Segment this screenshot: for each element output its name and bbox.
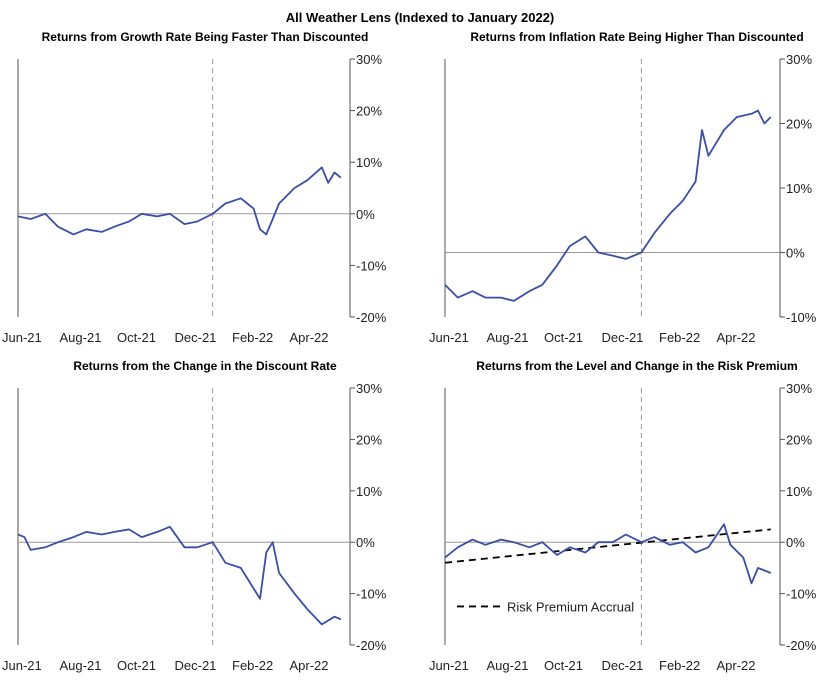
panel-title: Returns from Inflation Rate Being Higher… [470, 30, 803, 44]
panel-risk-premium: Returns from the Level and Change in the… [429, 359, 817, 673]
y-tick-label: 0% [356, 207, 375, 222]
series-line [17, 166, 342, 236]
y-tick-label: 20% [786, 432, 812, 447]
x-tick-label: Oct-21 [117, 330, 156, 345]
y-tick-label: -10% [786, 587, 817, 602]
x-tick-label: Jun-21 [429, 330, 469, 345]
x-tick-label: Feb-22 [659, 658, 700, 673]
panel-inflation: Returns from Inflation Rate Being Higher… [429, 30, 817, 345]
x-tick-label: Jun-21 [2, 658, 42, 673]
panel-title: Returns from the Change in the Discount … [73, 359, 337, 373]
y-tick-label: -20% [356, 310, 387, 325]
x-tick-label: Aug-21 [60, 330, 102, 345]
x-tick-label: Apr-22 [290, 330, 329, 345]
y-tick-label: -10% [356, 587, 387, 602]
x-tick-label: Apr-22 [717, 658, 756, 673]
figure-title: All Weather Lens (Indexed to January 202… [286, 10, 555, 25]
x-tick-label: Apr-22 [290, 658, 329, 673]
y-tick-label: -10% [786, 310, 817, 325]
y-tick-label: 20% [356, 432, 382, 447]
y-tick-label: 10% [356, 155, 382, 170]
x-tick-label: Dec-21 [175, 658, 217, 673]
panel-title: Returns from Growth Rate Being Faster Th… [42, 30, 369, 44]
risk-premium-accrual-line [444, 528, 771, 564]
y-tick-label: 10% [786, 181, 812, 196]
x-tick-label: Oct-21 [544, 658, 583, 673]
x-tick-label: Dec-21 [602, 330, 644, 345]
y-tick-label: 30% [356, 381, 382, 396]
y-tick-label: -10% [356, 258, 387, 273]
x-tick-label: Oct-21 [117, 658, 156, 673]
x-tick-label: Oct-21 [544, 330, 583, 345]
panel-discount-rate: Returns from the Change in the Discount … [2, 359, 387, 673]
x-tick-label: Aug-21 [487, 330, 529, 345]
y-tick-label: 0% [356, 535, 375, 550]
series-line [444, 523, 772, 585]
x-tick-label: Aug-21 [487, 658, 529, 673]
x-tick-label: Apr-22 [717, 330, 756, 345]
x-tick-label: Aug-21 [60, 658, 102, 673]
y-tick-label: 10% [786, 484, 812, 499]
series-line [17, 525, 342, 626]
legend-label: Risk Premium Accrual [507, 599, 634, 614]
x-tick-label: Feb-22 [232, 330, 273, 345]
y-tick-label: 30% [786, 381, 812, 396]
x-tick-label: Dec-21 [175, 330, 217, 345]
y-tick-label: 30% [356, 52, 382, 67]
panel-growth: Returns from Growth Rate Being Faster Th… [2, 30, 387, 345]
y-tick-label: -20% [786, 638, 817, 653]
y-tick-label: -20% [356, 638, 387, 653]
y-tick-label: 20% [356, 104, 382, 119]
y-tick-label: 10% [356, 484, 382, 499]
x-tick-label: Jun-21 [2, 330, 42, 345]
x-tick-label: Feb-22 [659, 330, 700, 345]
y-tick-label: 0% [786, 246, 805, 261]
series-line [444, 109, 772, 302]
x-tick-label: Jun-21 [429, 658, 469, 673]
y-tick-label: 30% [786, 52, 812, 67]
y-tick-label: 20% [786, 117, 812, 132]
y-tick-label: 0% [786, 535, 805, 550]
x-tick-label: Dec-21 [602, 658, 644, 673]
panel-title: Returns from the Level and Change in the… [476, 359, 797, 373]
x-tick-label: Feb-22 [232, 658, 273, 673]
